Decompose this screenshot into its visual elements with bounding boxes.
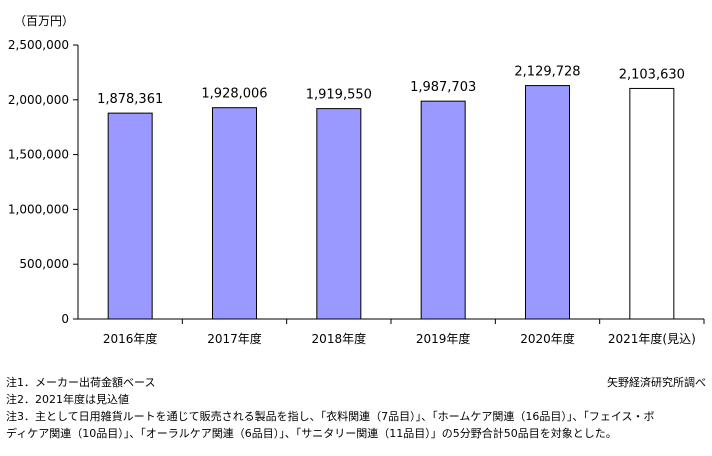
bar-series <box>107 85 675 320</box>
data-label: 2,103,630 <box>619 67 685 82</box>
x-tick-label: 2017年度 <box>207 331 262 346</box>
y-tick-label: 1,500,000 <box>8 148 69 162</box>
x-tick-label: 2018年度 <box>312 331 367 346</box>
bar <box>629 87 675 320</box>
x-tick-label: 2016年度 <box>103 331 158 346</box>
y-tick-label: 0 <box>61 312 69 326</box>
bar <box>525 85 570 320</box>
data-label: 1,878,361 <box>97 92 163 107</box>
source-credit: 矢野経済研究所調べ <box>607 376 706 389</box>
x-tick-label: 2021年度(見込) <box>608 331 696 346</box>
data-label: 1,987,703 <box>410 80 476 95</box>
data-label: 1,919,550 <box>306 88 372 103</box>
note-3: 注3．主として日用雑貨ルートを通じて販売される製品を指し、「衣料関連（7品目）」… <box>6 410 655 423</box>
x-tick-label: 2020年度 <box>520 331 575 346</box>
data-label: 1,928,006 <box>201 87 267 102</box>
y-axis-unit-label: （百万円） <box>14 14 74 28</box>
note-2: 注2．2021年度は見込値 <box>6 393 129 406</box>
bar <box>212 107 257 320</box>
note-1: 注1．メーカー出荷金額ベース <box>6 376 156 389</box>
note-3-continued: ディケア関連（10品目）」、「オーラルケア関連（6品目）」、「サニタリー関連（1… <box>6 427 617 440</box>
data-label: 2,129,728 <box>514 65 580 80</box>
bar-chart: （百万円） 0 500,000 1,000,000 1,500,000 2,000,00… <box>8 14 705 346</box>
bar <box>420 100 466 320</box>
x-axis-ticks: 2016年度 2017年度 2018年度 2019年度 2020年度 2021年度(見込) <box>103 319 705 346</box>
bar <box>316 108 362 320</box>
y-axis-ticks: 0 500,000 1,000,000 1,500,000 2,000,000 2,500… <box>8 38 78 326</box>
data-labels: 1,878,361 1,928,006 1,919,550 1,987,703 2,12… <box>97 65 685 108</box>
y-tick-label: 2,000,000 <box>8 93 69 107</box>
y-tick-label: 500,000 <box>19 257 69 271</box>
bar <box>107 112 153 320</box>
x-tick-label: 2019年度 <box>416 331 471 346</box>
y-tick-label: 1,000,000 <box>8 202 69 216</box>
y-tick-label: 2,500,000 <box>8 38 69 52</box>
